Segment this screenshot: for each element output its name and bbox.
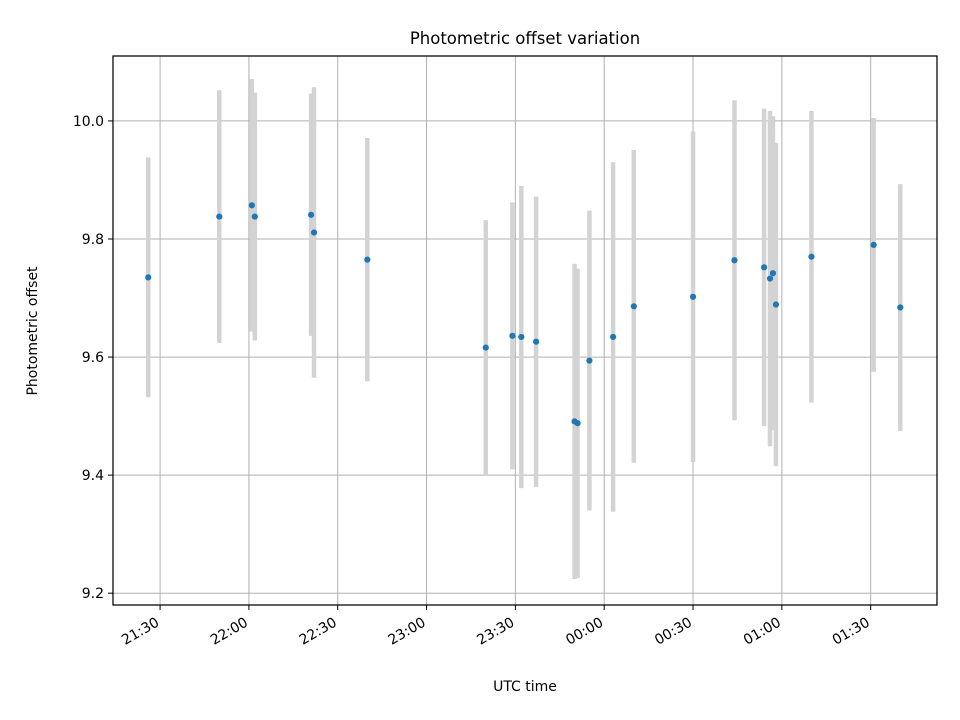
y-tick-label: 9.8: [82, 232, 104, 248]
data-point: [766, 275, 774, 282]
data-point: [609, 333, 617, 341]
data-point: [307, 211, 315, 218]
data-point: [145, 274, 152, 281]
data-point: [689, 293, 697, 300]
data-point: [630, 303, 637, 310]
data-point: [509, 332, 516, 339]
data-point: [574, 420, 581, 427]
x-axis-label: UTC time: [493, 679, 557, 695]
data-point: [586, 357, 593, 364]
data-point: [808, 253, 815, 260]
data-point: [518, 333, 525, 341]
data-point: [251, 213, 258, 220]
plot-area-frame: [112, 55, 938, 606]
data-point: [364, 256, 371, 263]
data-point: [870, 241, 877, 249]
y-tick-label: 9.2: [82, 586, 104, 602]
data-point: [482, 344, 489, 351]
data-point: [731, 257, 738, 264]
data-points: [145, 202, 904, 427]
data-point: [760, 264, 768, 271]
data-point: [897, 304, 904, 311]
grid: [113, 56, 937, 605]
y-axis-ticks: 9.2 9.4 9.6 9.8 10.0: [73, 114, 113, 602]
y-axis-label: Photometric offset: [25, 266, 41, 396]
y-tick-label: 9.4: [82, 468, 104, 484]
chart-title: Photometric offset variation: [410, 29, 640, 48]
y-tick-label: 10.0: [73, 114, 104, 130]
y-tick-label: 9.6: [82, 350, 104, 366]
data-point: [533, 338, 540, 345]
data-point: [248, 202, 255, 209]
data-point: [772, 301, 780, 308]
data-point: [310, 229, 318, 236]
data-point: [769, 270, 777, 277]
data-point: [216, 213, 223, 220]
